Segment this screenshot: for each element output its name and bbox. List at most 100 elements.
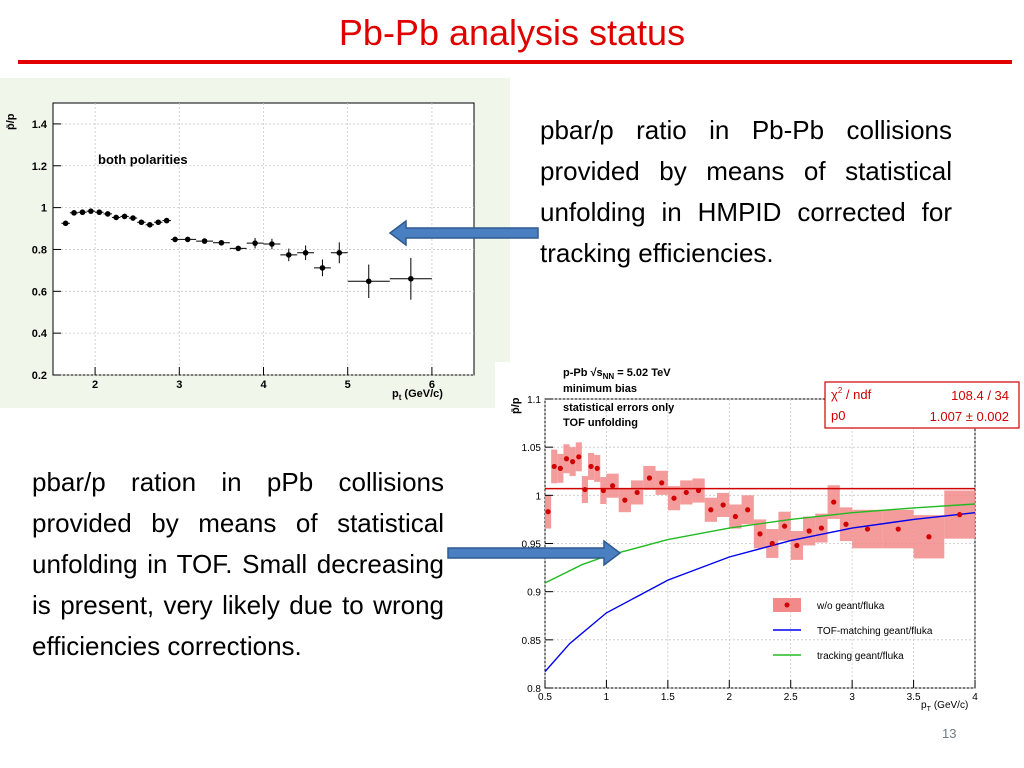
right-pointing-arrow-icon <box>447 539 622 567</box>
data-points <box>61 208 432 300</box>
data-point <box>319 265 326 271</box>
chi2-value: 108.4 / 34 <box>951 388 1009 403</box>
x-tick-label: 2 <box>92 379 98 391</box>
collision-system-label: p-Pb √sNN = 5.02 TeV <box>563 367 671 381</box>
legend-label-tof-matching: TOF-matching geant/fluka <box>817 626 933 637</box>
data-point <box>781 523 788 529</box>
data-point <box>163 217 170 224</box>
data-point <box>831 499 837 505</box>
data-point <box>957 512 963 518</box>
data-point <box>551 463 557 470</box>
y-axis-label: p̄/p <box>510 397 522 414</box>
x-axis-label: pt (GeV/c) <box>392 388 443 402</box>
data-point <box>252 240 258 246</box>
data-point <box>843 521 849 527</box>
data-point <box>708 507 714 513</box>
x-tick-label: 3 <box>176 379 182 391</box>
x-tick-label: 4 <box>972 692 978 703</box>
legend-marker-wo-geant <box>784 602 790 608</box>
data-point <box>155 219 162 226</box>
data-point <box>720 502 726 508</box>
p0-value: 1.007 ± 0.002 <box>930 409 1009 424</box>
data-point <box>683 489 689 496</box>
data-point <box>588 463 594 470</box>
y-tick-label: 0.4 <box>32 328 48 340</box>
data-point <box>576 454 582 460</box>
data-point <box>695 487 702 494</box>
x-tick-label: 2.5 <box>784 692 798 703</box>
data-point <box>563 456 570 462</box>
x-tick-label: 6 <box>429 379 435 391</box>
x-tick-label: 1 <box>604 692 610 703</box>
data-point <box>71 210 77 216</box>
data-point <box>113 214 119 221</box>
y-tick-label: 0.9 <box>527 588 541 599</box>
data-point <box>172 236 178 243</box>
data-point <box>104 211 111 217</box>
data-point <box>582 486 588 493</box>
y-tick-label: 0.8 <box>527 684 541 695</box>
fit-stats-box: χ2 / ndf 108.4 / 34 p0 1.007 ± 0.002 <box>824 381 1020 429</box>
data-point <box>926 534 932 540</box>
data-point <box>336 250 343 256</box>
data-point <box>302 250 309 256</box>
x-axis-label: pT (GeV/c) <box>921 700 968 713</box>
left-pointing-arrow-icon <box>388 219 539 247</box>
data-point <box>895 526 901 532</box>
title-underline <box>18 60 1012 64</box>
ppb-description: pbar/p ration in pPb collisions provided… <box>32 467 444 661</box>
data-point <box>671 495 677 501</box>
y-tick-label: 1.1 <box>527 395 541 406</box>
tracking-curve <box>544 503 976 584</box>
minimum-bias-label: minimum bias <box>563 383 637 395</box>
data-point <box>138 219 145 226</box>
data-point <box>757 531 763 537</box>
data-point <box>864 526 871 532</box>
data-point <box>130 215 136 221</box>
data-point <box>609 483 616 489</box>
data-point <box>545 509 551 515</box>
data-point <box>634 489 640 496</box>
legend: w/o geant/fluka TOF-matching geant/fluka… <box>773 598 933 662</box>
x-tick-label: 4 <box>260 379 267 391</box>
data-point <box>218 239 225 246</box>
page-number: 13 <box>942 726 957 741</box>
x-tick-label: 0.5 <box>538 692 552 703</box>
axis-ticks: 2 3 4 5 6 0.2 0.4 0.6 0.8 1 1.2 1.4 <box>32 119 435 391</box>
y-tick-label: 1.05 <box>522 443 542 454</box>
data-point <box>600 487 606 494</box>
data-point <box>269 241 275 247</box>
y-tick-label: 1 <box>41 203 47 215</box>
data-point <box>622 497 628 503</box>
data-point <box>184 236 191 243</box>
y-tick-label: 1.4 <box>32 119 48 131</box>
y-tick-label: 1 <box>535 491 541 502</box>
data-point <box>745 507 751 513</box>
data-point <box>794 542 800 549</box>
y-tick-label: 0.2 <box>32 370 47 382</box>
y-axis-label: p̄/p <box>5 113 17 130</box>
y-tick-label: 0.85 <box>522 636 542 647</box>
pbpb-description: pbar/p ratio in Pb-Pb collisions provide… <box>540 115 952 268</box>
data-point <box>62 220 69 227</box>
x-tick-label: 5 <box>345 379 351 391</box>
data-points <box>545 454 963 549</box>
axis-ticks: 0.5 1 1.5 2 2.5 3 3.5 4 0.8 0.85 0.9 0.95 1 1.05 1.1 <box>522 395 979 703</box>
data-point <box>646 475 653 481</box>
data-point <box>732 513 739 520</box>
y-tick-label: 1.2 <box>32 161 47 173</box>
data-point <box>79 209 86 216</box>
data-point <box>557 465 563 471</box>
x-tick-label: 3 <box>849 692 855 703</box>
data-point <box>201 238 208 244</box>
data-point <box>806 528 812 534</box>
data-point <box>594 465 600 471</box>
data-point <box>121 213 128 220</box>
slide-title: Pb-Pb analysis status <box>338 12 686 53</box>
y-tick-label: 0.8 <box>32 244 47 256</box>
data-point <box>659 480 665 486</box>
data-point <box>147 221 153 228</box>
tof-unfolding-label: TOF unfolding <box>563 417 638 429</box>
legend-label-wo-geant: w/o geant/fluka <box>816 601 885 612</box>
data-point <box>285 252 292 258</box>
